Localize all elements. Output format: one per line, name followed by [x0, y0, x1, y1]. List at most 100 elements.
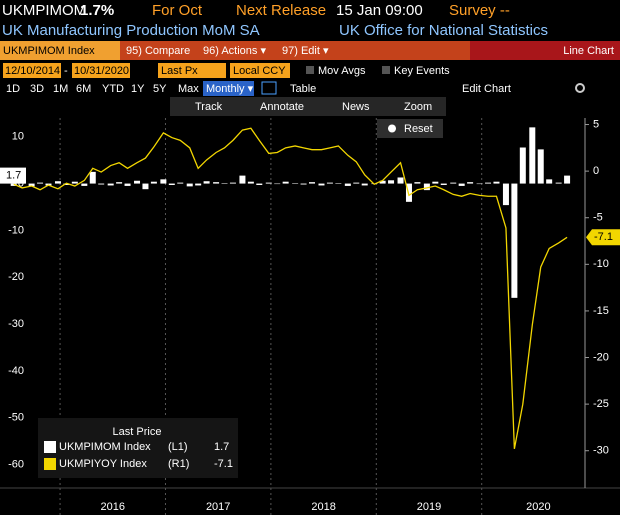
y2-tick-label: -10: [593, 258, 609, 270]
y-tick-label: -10: [8, 224, 24, 236]
tool-button[interactable]: Track: [195, 101, 223, 113]
legend-name: UKMPIYOY Index: [59, 458, 147, 470]
legend-axis: (R1): [168, 458, 189, 470]
field[interactable]: Last Px: [161, 65, 198, 77]
start-date-field[interactable]: [3, 63, 61, 78]
y2-tick-label: -20: [593, 351, 609, 363]
last-value-tag: [0, 167, 26, 184]
tool-button[interactable]: Zoom: [404, 101, 432, 113]
bar: [292, 183, 299, 184]
mov-avgs[interactable]: Mov Avgs: [318, 65, 366, 77]
release-label: Next Release: [236, 2, 326, 19]
bar: [168, 183, 175, 185]
bar: [63, 183, 70, 185]
bar: [282, 181, 289, 184]
frequency-select[interactable]: [203, 81, 254, 96]
currency[interactable]: Local CCY: [233, 65, 286, 77]
bar: [71, 181, 78, 184]
field-select[interactable]: [158, 63, 226, 78]
start-date[interactable]: 12/10/2014: [5, 65, 60, 77]
reset-button[interactable]: [377, 119, 443, 138]
range-button[interactable]: 1Y: [131, 83, 145, 95]
bar: [519, 147, 526, 184]
table-button[interactable]: Table: [290, 83, 316, 95]
range-button[interactable]: 1D: [6, 83, 20, 95]
y-tick-label: -20: [8, 271, 24, 283]
chart-icon[interactable]: [261, 81, 277, 95]
legend-name: UKMPIMOM Index: [59, 441, 151, 453]
bar: [529, 127, 536, 184]
bar: [326, 182, 333, 184]
bar: [405, 183, 412, 202]
bar: [458, 183, 465, 186]
checkbox[interactable]: [382, 66, 390, 74]
tool-button[interactable]: Annotate: [260, 101, 304, 113]
survey: Survey --: [449, 2, 510, 19]
bar: [239, 175, 246, 184]
security-name: UK Manufacturing Production MoM SA: [2, 22, 260, 39]
y-tick-label: 10: [12, 131, 24, 143]
range-button[interactable]: YTD: [102, 83, 124, 95]
bar: [467, 182, 474, 184]
bar: [450, 182, 457, 184]
security[interactable]: UKMPIMOM Index: [3, 45, 95, 57]
checkbox[interactable]: [306, 66, 314, 74]
y2-tick-label: -25: [593, 398, 609, 410]
bar: [195, 183, 202, 186]
source: UK Office for National Statistics: [339, 22, 548, 39]
settings-icon[interactable]: [575, 83, 585, 93]
actions-button[interactable]: 96) Actions ▾: [203, 45, 266, 57]
security-field[interactable]: [0, 41, 120, 60]
edit-button[interactable]: 97) Edit ▾: [282, 45, 329, 57]
range-button[interactable]: 3D: [30, 83, 44, 95]
bar: [54, 181, 61, 184]
bar: [177, 182, 184, 184]
bar: [28, 183, 35, 187]
bar: [379, 180, 386, 184]
frequency[interactable]: Monthly ▾: [206, 83, 254, 95]
legend-box: [38, 418, 238, 478]
legend-title: Last Price: [113, 426, 162, 438]
x-tick-label: 2016: [101, 501, 125, 513]
currency-select[interactable]: [230, 63, 290, 78]
bar: [546, 179, 553, 184]
bar: [37, 182, 44, 184]
last-value-label: 1.7: [6, 170, 21, 182]
bar: [124, 183, 131, 186]
bar: [353, 182, 360, 184]
bar: [98, 183, 105, 185]
last-value-tag: [586, 229, 620, 246]
bar: [335, 183, 342, 184]
range-button[interactable]: 6M: [76, 83, 91, 95]
bar: [361, 183, 368, 186]
view-name: Line Chart: [563, 45, 614, 57]
range-button[interactable]: Max: [178, 83, 199, 95]
bar: [476, 183, 483, 185]
tool-button[interactable]: News: [342, 101, 370, 113]
y2-tick-label: -5: [593, 212, 603, 224]
bar: [564, 175, 571, 184]
bar: [265, 182, 272, 184]
reset-label[interactable]: Reset: [404, 123, 433, 135]
line: [13, 127, 568, 449]
bar: [81, 183, 88, 186]
end-date[interactable]: 10/31/2020: [74, 65, 129, 77]
bar: [274, 183, 281, 185]
bar: [107, 183, 114, 186]
x-tick-label: 2020: [526, 501, 550, 513]
bar: [440, 183, 447, 185]
range-button[interactable]: 1M: [53, 83, 68, 95]
reset-icon: [388, 124, 396, 133]
compare-button[interactable]: 95) Compare: [126, 45, 190, 57]
bar: [485, 182, 492, 184]
bar: [318, 183, 325, 186]
key-events[interactable]: Key Events: [394, 65, 450, 77]
menu-bar: [0, 41, 620, 60]
bar: [423, 183, 430, 191]
end-date-field[interactable]: [72, 63, 130, 78]
bar: [309, 182, 315, 184]
edit-chart[interactable]: Edit Chart: [462, 83, 511, 95]
last-value-label: -7.1: [594, 231, 613, 243]
bar: [203, 181, 210, 184]
range-button[interactable]: 5Y: [153, 83, 167, 95]
